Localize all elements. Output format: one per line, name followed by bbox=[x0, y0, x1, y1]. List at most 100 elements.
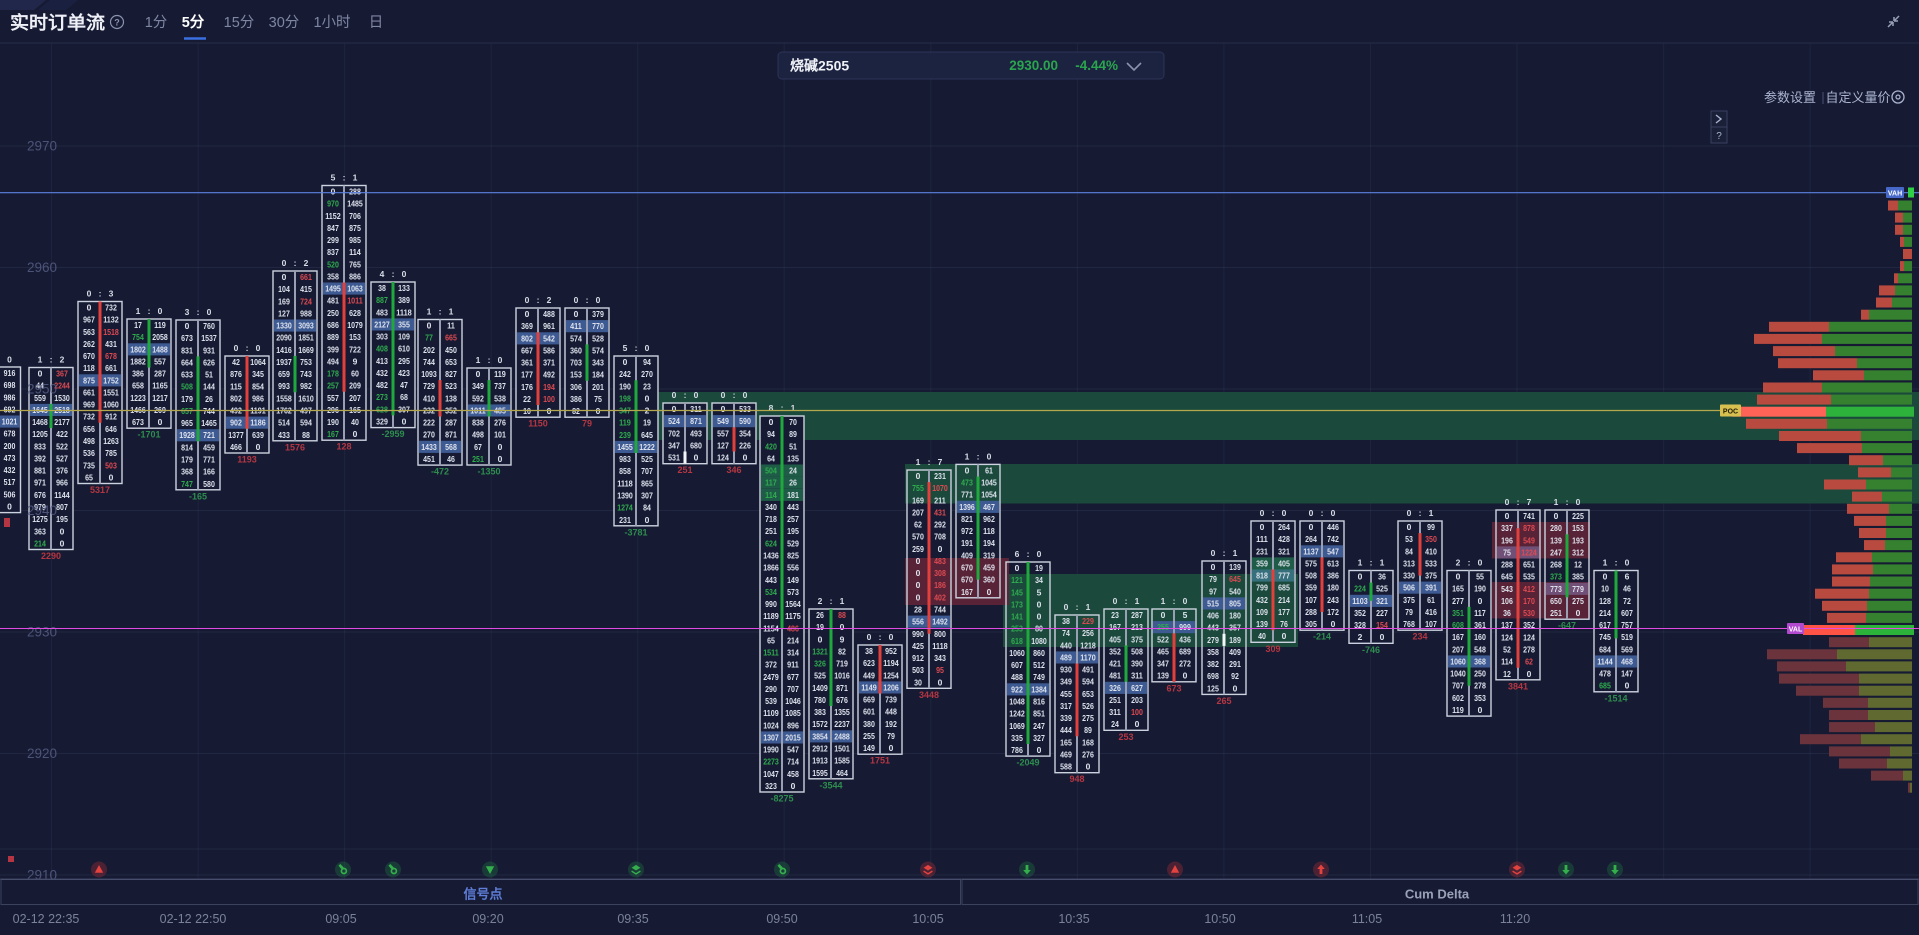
svg-text:343: 343 bbox=[934, 653, 946, 663]
svg-text:376: 376 bbox=[56, 466, 68, 476]
svg-text:349: 349 bbox=[1060, 677, 1072, 687]
svg-text::: : bbox=[1173, 596, 1176, 606]
svg-text:732: 732 bbox=[83, 412, 95, 422]
svg-text:651: 651 bbox=[1523, 560, 1535, 570]
svg-text:409: 409 bbox=[961, 550, 973, 560]
svg-text:47: 47 bbox=[400, 380, 408, 390]
svg-text:528: 528 bbox=[592, 333, 604, 343]
svg-text:639: 639 bbox=[252, 430, 264, 440]
svg-text:09:35: 09:35 bbox=[617, 912, 648, 926]
svg-text:0: 0 bbox=[207, 307, 212, 317]
svg-text:172: 172 bbox=[1327, 607, 1339, 617]
svg-text:529: 529 bbox=[787, 538, 799, 548]
svg-text:0: 0 bbox=[769, 417, 774, 427]
svg-text:8: 8 bbox=[769, 403, 774, 413]
svg-text:349: 349 bbox=[472, 381, 484, 391]
svg-text:231: 231 bbox=[619, 515, 631, 525]
svg-text:661: 661 bbox=[105, 363, 117, 373]
svg-text:97: 97 bbox=[1209, 586, 1217, 596]
svg-text:290: 290 bbox=[765, 684, 777, 694]
svg-text:22: 22 bbox=[523, 394, 531, 404]
svg-text:190: 190 bbox=[1474, 584, 1486, 594]
svg-text:807: 807 bbox=[56, 502, 68, 512]
svg-text:1518: 1518 bbox=[103, 327, 119, 337]
svg-text:79: 79 bbox=[1209, 574, 1217, 584]
svg-text:1: 1 bbox=[1429, 508, 1434, 518]
svg-text:383: 383 bbox=[814, 707, 826, 717]
svg-text:227: 227 bbox=[1376, 608, 1388, 618]
svg-text:911: 911 bbox=[787, 660, 799, 670]
svg-text:368: 368 bbox=[1474, 657, 1486, 667]
svg-text:489: 489 bbox=[1060, 653, 1072, 663]
svg-text:77: 77 bbox=[425, 333, 433, 343]
svg-text:3: 3 bbox=[185, 307, 190, 317]
svg-text:自定义量价: 自定义量价 bbox=[1825, 90, 1890, 105]
svg-text::: : bbox=[50, 355, 53, 365]
svg-text:650: 650 bbox=[1550, 596, 1562, 606]
svg-text:768: 768 bbox=[1403, 619, 1415, 629]
svg-text:181: 181 bbox=[787, 490, 799, 500]
svg-text:966: 966 bbox=[56, 478, 68, 488]
svg-text:1063: 1063 bbox=[347, 284, 363, 294]
svg-text:250: 250 bbox=[327, 308, 339, 318]
svg-text:473: 473 bbox=[961, 478, 973, 488]
svg-text:498: 498 bbox=[83, 436, 95, 446]
svg-text:385: 385 bbox=[1572, 572, 1584, 582]
svg-text:814: 814 bbox=[181, 442, 193, 452]
svg-text:896: 896 bbox=[787, 720, 799, 730]
svg-text:313: 313 bbox=[1403, 559, 1415, 569]
svg-text:2912: 2912 bbox=[812, 744, 828, 754]
svg-text::: : bbox=[537, 295, 540, 305]
svg-text:229: 229 bbox=[1082, 616, 1094, 626]
svg-text:0: 0 bbox=[1064, 602, 1069, 612]
svg-text:2488: 2488 bbox=[834, 731, 850, 741]
svg-text:760: 760 bbox=[203, 321, 215, 331]
svg-text:1217: 1217 bbox=[152, 393, 168, 403]
svg-text:626: 626 bbox=[203, 358, 215, 368]
svg-text:200: 200 bbox=[4, 441, 16, 451]
svg-text:75: 75 bbox=[1503, 548, 1511, 558]
svg-text:371: 371 bbox=[543, 358, 555, 368]
svg-text:231: 231 bbox=[1256, 546, 1268, 556]
svg-text:60: 60 bbox=[351, 369, 359, 379]
svg-text:1263: 1263 bbox=[103, 436, 119, 446]
svg-text:5: 5 bbox=[331, 173, 336, 183]
svg-text:51: 51 bbox=[205, 370, 213, 380]
svg-text:568: 568 bbox=[445, 442, 457, 452]
svg-text:326: 326 bbox=[1109, 683, 1121, 693]
svg-text:0: 0 bbox=[1576, 608, 1581, 618]
svg-text::: : bbox=[197, 307, 200, 317]
svg-text:139: 139 bbox=[1157, 671, 1169, 681]
svg-text:POC: POC bbox=[1723, 409, 1738, 416]
svg-text:337: 337 bbox=[1501, 523, 1513, 533]
svg-text:198: 198 bbox=[619, 394, 631, 404]
svg-text:125: 125 bbox=[1207, 683, 1219, 693]
svg-text:405: 405 bbox=[1109, 634, 1121, 644]
svg-text:1222: 1222 bbox=[639, 442, 655, 452]
svg-text:154: 154 bbox=[1376, 620, 1388, 630]
svg-text:777: 777 bbox=[1278, 571, 1290, 581]
svg-text:169: 169 bbox=[278, 296, 290, 306]
svg-text:627: 627 bbox=[1131, 683, 1143, 693]
svg-text:592: 592 bbox=[472, 393, 484, 403]
svg-text:88: 88 bbox=[838, 610, 846, 620]
svg-text:0: 0 bbox=[694, 453, 699, 463]
svg-text:127: 127 bbox=[278, 309, 290, 319]
svg-text:149: 149 bbox=[787, 575, 799, 585]
svg-text:1307: 1307 bbox=[763, 732, 779, 742]
svg-text:658: 658 bbox=[132, 381, 144, 391]
svg-text:617: 617 bbox=[1599, 620, 1611, 630]
svg-text:391: 391 bbox=[1425, 583, 1437, 593]
svg-text:1254: 1254 bbox=[883, 670, 899, 680]
svg-text:259: 259 bbox=[912, 544, 924, 554]
svg-text::: : bbox=[488, 355, 491, 365]
svg-text:191: 191 bbox=[961, 538, 973, 548]
svg-text:2930.00: 2930.00 bbox=[1009, 58, 1058, 73]
svg-text:11:05: 11:05 bbox=[1352, 912, 1382, 926]
svg-text:1109: 1109 bbox=[763, 708, 779, 718]
svg-text:737: 737 bbox=[494, 381, 506, 391]
svg-text:557: 557 bbox=[154, 357, 166, 367]
svg-text:-165: -165 bbox=[189, 491, 207, 501]
svg-text:405: 405 bbox=[1278, 559, 1290, 569]
svg-text:306: 306 bbox=[570, 382, 582, 392]
